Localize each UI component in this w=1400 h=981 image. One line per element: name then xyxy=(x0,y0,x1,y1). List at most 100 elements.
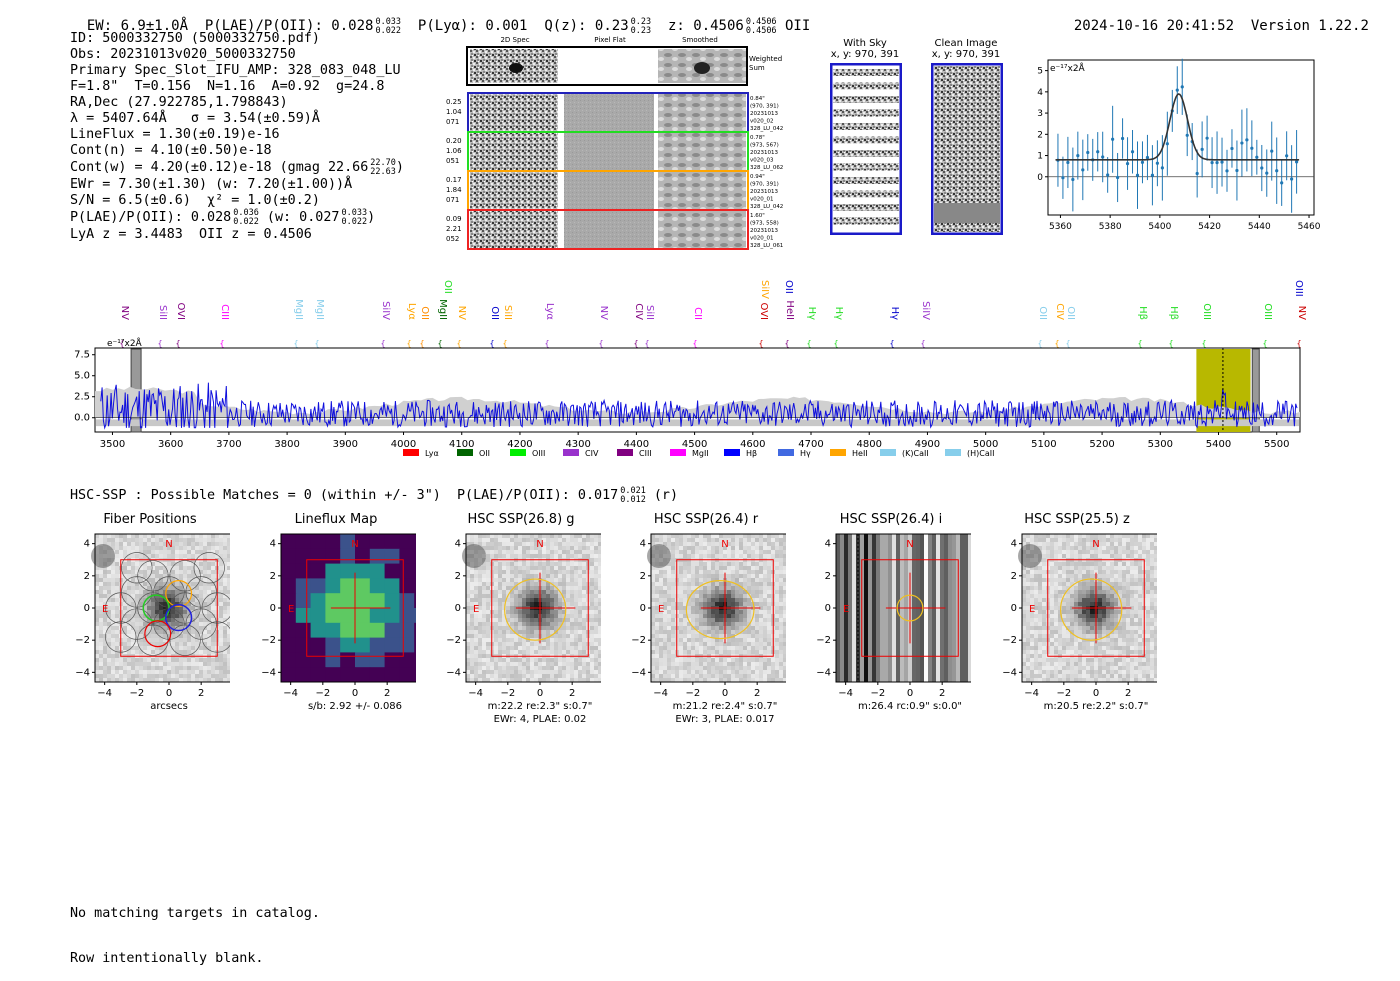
hsc-ytick: 2 xyxy=(825,571,831,582)
hsc-xtick: −4 xyxy=(838,688,853,699)
east-label: E xyxy=(102,604,108,615)
hsc-panel-title: HSC SSP(25.5) z xyxy=(997,512,1157,527)
hsc-ytick: 0 xyxy=(640,603,646,614)
emission-line-label-top: SiIV xyxy=(759,280,770,299)
hsc-xtick: −2 xyxy=(500,688,515,699)
emission-line-bracket: { xyxy=(920,339,925,348)
legend-label: CIV xyxy=(585,449,599,458)
emission-line-label: Hγ xyxy=(889,307,900,321)
hsc-ytick: 4 xyxy=(455,539,461,550)
hsc-caption-2: EWr: 4, PLAE: 0.02 xyxy=(494,714,587,725)
spectrum-xtick: 4100 xyxy=(449,439,474,450)
hsc-xtick: −2 xyxy=(1056,688,1071,699)
emission-line-bracket: { xyxy=(758,339,763,348)
legend-label: OII xyxy=(479,449,490,458)
hsc-ytick: −4 xyxy=(446,667,461,678)
legend-label: MgII xyxy=(692,449,709,458)
east-label: E xyxy=(658,604,664,615)
hsc-summary-sub: 0.012 xyxy=(620,495,646,505)
hsc-ytick: −2 xyxy=(261,635,276,646)
col-pixelflat: Pixel Flat xyxy=(594,36,626,44)
weighted-label: Weighted xyxy=(749,55,782,63)
legend-label: Lyα xyxy=(425,449,439,458)
east-label: E xyxy=(288,604,294,615)
emission-line-label: CIV xyxy=(633,303,644,320)
lp-ytick: 5 xyxy=(1037,67,1043,77)
hsc-xtick: −2 xyxy=(129,688,144,699)
legend-label: (H)CaII xyxy=(967,449,994,458)
emission-line-bracket: { xyxy=(784,339,789,348)
emission-line-bracket: { xyxy=(157,339,162,348)
emission-line-bracket: { xyxy=(1137,339,1142,348)
cutout-meta: 0.78" xyxy=(750,135,765,141)
emission-line-bracket: { xyxy=(437,339,442,348)
emission-line-label: Hβ xyxy=(1137,306,1148,320)
emission-line-label: OII xyxy=(489,306,500,320)
hsc-xtick: −4 xyxy=(1024,688,1039,699)
hsc-caption: arcsecs xyxy=(150,701,188,712)
hsc-ytick: 0 xyxy=(84,603,90,614)
cutout-meta: (970, 391) xyxy=(750,104,779,110)
emission-line-label: SiII xyxy=(502,305,513,320)
emission-line-label: MgII xyxy=(437,299,448,320)
hsc-xtick: −2 xyxy=(870,688,885,699)
info-contw: Cont(w) = 4.20(±0.12)e-18 (gmag 22.66 xyxy=(70,160,368,175)
hsc-summary: HSC-SSP : Possible Matches = 0 (within +… xyxy=(70,487,678,505)
emission-line-bracket: { xyxy=(314,339,319,348)
catalog-line-2: Row intentionally blank. xyxy=(70,951,320,966)
cutout-meta: v020_02 xyxy=(750,119,774,125)
spectrum-ytick: 7.5 xyxy=(74,350,90,361)
legend-label: (K)CaII xyxy=(902,449,929,458)
spectrum-ytick: 2.5 xyxy=(74,392,90,403)
hsc-summary-band: (r) xyxy=(646,488,678,503)
emission-line-bracket: { xyxy=(598,339,603,348)
lp-xtick: 5420 xyxy=(1198,222,1221,232)
emission-line-label: Hγ xyxy=(833,307,844,321)
emission-line-bracket: { xyxy=(1296,339,1301,348)
legend-swatch xyxy=(724,449,740,456)
cutout-meta: v020_03 xyxy=(750,158,774,164)
legend-swatch xyxy=(563,449,579,456)
emission-line-bracket: { xyxy=(419,339,424,348)
emission-line-label: SiIV xyxy=(380,301,391,320)
cutout-norm: 2.21 xyxy=(446,225,462,233)
hsc-ytick: 4 xyxy=(84,539,90,550)
hsc-panel-title: HSC SSP(26.4) i xyxy=(811,512,971,527)
hsc-panel-title: HSC SSP(26.8) g xyxy=(441,512,601,527)
clean-xy: x, y: 970, 391 xyxy=(926,49,1006,60)
emission-line-label: Hγ xyxy=(806,307,817,321)
hsc-xtick: 2 xyxy=(939,688,945,699)
hsc-xtick: 2 xyxy=(384,688,390,699)
spectrum-xtick: 4000 xyxy=(391,439,416,450)
hsc-caption: m:26.4 rc:0.9" s:0.0" xyxy=(858,701,962,712)
cutout-meta: 328_LU_042 xyxy=(750,126,783,132)
info-contn: Cont(n) = 4.10(±0.50)e-18 xyxy=(70,143,404,159)
cutout-meta: 328_LU_042 xyxy=(750,204,783,210)
hsc-ytick: 0 xyxy=(1011,603,1017,614)
cutout-panel: 2D Spec Pixel Flat Smoothed Weighted Sum… xyxy=(440,32,800,257)
with-sky-title: With Sky x, y: 970, 391 xyxy=(826,38,904,60)
spectrum-xtick: 3800 xyxy=(274,439,299,450)
spectrum-xtick: 3600 xyxy=(158,439,183,450)
catalog-line-1: No matching targets in catalog. xyxy=(70,906,320,921)
legend-swatch xyxy=(403,449,419,456)
cutout-meta: (973, 567) xyxy=(750,143,779,149)
info-gmag-sub: 22.63 xyxy=(370,167,396,177)
hsc-ytick: −4 xyxy=(1002,667,1017,678)
hsc-xtick: −4 xyxy=(97,688,112,699)
hsc-summary-text: HSC-SSP : Possible Matches = 0 (within +… xyxy=(70,488,618,503)
legend-label: HeII xyxy=(852,449,868,458)
emission-line-label: SiII xyxy=(157,305,168,320)
info-id: ID: 5000332750 (5000332750.pdf) xyxy=(70,31,404,47)
hsc-ytick: 4 xyxy=(1011,539,1017,550)
hsc-xtick: 2 xyxy=(1125,688,1131,699)
hsc-caption: m:21.2 re:2.4" s:0.7" xyxy=(673,701,778,712)
cutout-fiber: 051 xyxy=(446,157,459,165)
info-plae-sub: 0.022 xyxy=(233,217,259,227)
emission-line-bracket: { xyxy=(456,339,461,348)
lp-ytick: 3 xyxy=(1037,109,1043,119)
